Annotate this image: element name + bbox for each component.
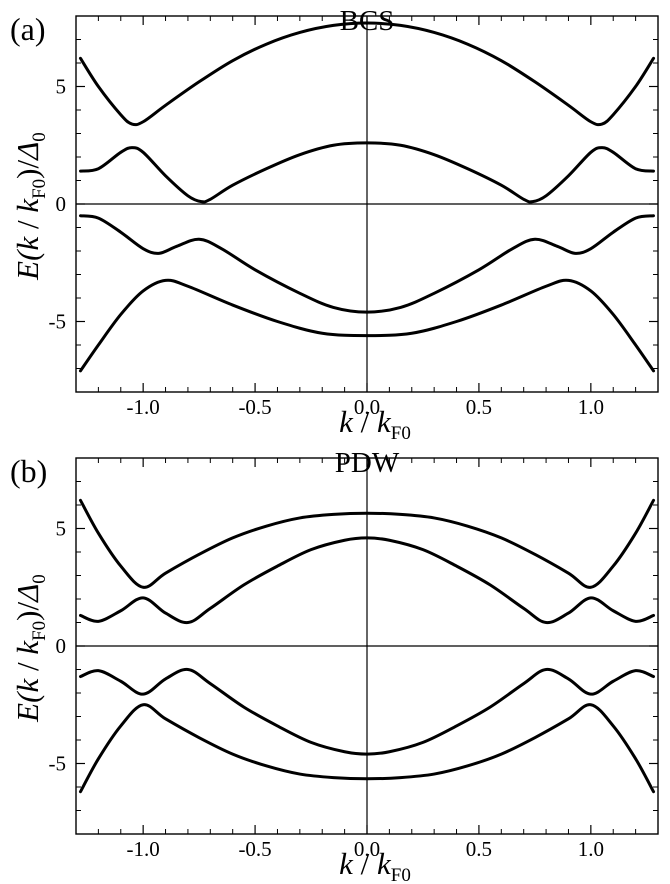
x-tick-label: -1.0 <box>127 395 160 419</box>
panel-a-label: (a) <box>10 11 46 47</box>
band-line-3 <box>78 667 656 756</box>
panel-b: (b) PDW -1.0 -0.5 0.0 0.5 1.0-505 k / kF0 E(… <box>10 447 659 884</box>
y-tick-label: 5 <box>56 75 67 99</box>
band-line-3 <box>78 214 656 314</box>
x-tick-label: 1.0 <box>578 395 604 419</box>
y-tick-label: 0 <box>56 634 67 658</box>
x-tick-label: 0.5 <box>466 837 492 861</box>
panel-b-label: (b) <box>10 453 47 489</box>
band-line-2 <box>78 141 656 204</box>
panel-b-zero-lines <box>76 458 658 834</box>
panel-b-xlabel: k / kF0 <box>339 846 411 884</box>
panel-a-series <box>78 21 656 373</box>
panel-b-series <box>78 498 656 794</box>
band-line-4 <box>78 278 656 373</box>
x-tick-label: -0.5 <box>238 395 271 419</box>
x-tick-label: -1.0 <box>127 837 160 861</box>
x-tick-label: 1.0 <box>578 837 604 861</box>
y-tick-label: -5 <box>49 310 67 334</box>
panel-a: (a) BCS -1.0 -0.5 0.0 0.5 1.0-505 k / kF0 E(… <box>10 5 659 444</box>
panel-a-zero-lines <box>76 16 658 392</box>
band-line-4 <box>78 703 656 794</box>
y-tick-label: 0 <box>56 192 67 216</box>
panel-a-ticks: -1.0 -0.5 0.0 0.5 1.0 -5 0 5 <box>49 16 659 419</box>
y-tick-label: 5 <box>56 517 67 541</box>
x-tick-label: -0.5 <box>238 837 271 861</box>
x-tick-label: 0.0 <box>354 837 380 861</box>
panel-a-xlabel: k / kF0 <box>339 404 411 444</box>
x-tick-label: 0.5 <box>466 395 492 419</box>
band-line-1 <box>78 21 656 127</box>
y-tick-label: -5 <box>49 752 67 776</box>
panel-b-ticks: -1.0 -0.5 0.0 0.5 1.0 -5 0 5 <box>49 458 659 861</box>
panel-a-ylabel: E(k / kF0)/Δ0 <box>10 132 50 281</box>
band-line-2 <box>78 536 656 625</box>
band-line-1 <box>78 498 656 589</box>
x-tick-label: 0.0 <box>354 395 380 419</box>
panel-b-ylabel: E(k / kF0)/Δ0 <box>10 574 50 723</box>
